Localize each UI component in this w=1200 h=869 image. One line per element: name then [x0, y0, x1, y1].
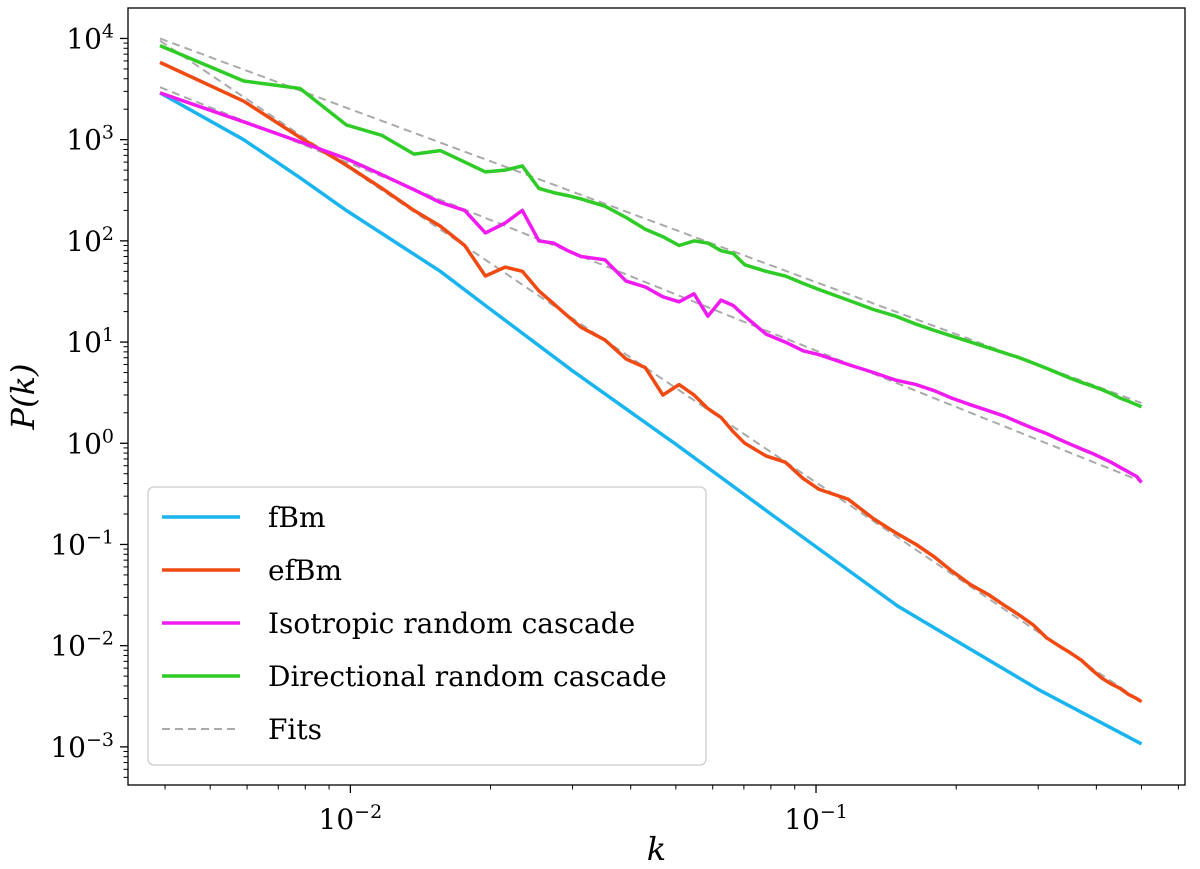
legend-label-5: Fits: [268, 713, 322, 746]
y-tick-label: 104: [66, 20, 114, 55]
y-tick-label: 100: [66, 425, 114, 460]
y-tick-label: 103: [66, 122, 114, 157]
x-axis-title: k: [647, 830, 666, 868]
series-line-isotropic-random-cascade: [159, 91, 1143, 484]
x-tick-label: 10−1: [784, 801, 848, 836]
legend: fBm efBm Isotropic random cascade Direction…: [147, 486, 707, 766]
legend-label-1: fBm: [268, 501, 326, 534]
series-line-fbm: [159, 91, 1143, 746]
plot-area: [159, 37, 1143, 746]
y-tick-label: 10−3: [50, 729, 114, 764]
series-line-efbm: [159, 60, 1143, 704]
y-tick-label: 10−1: [50, 526, 114, 561]
y-tick-label: 10−2: [50, 628, 114, 663]
y-tick-label: 102: [66, 223, 114, 258]
legend-label-3: Isotropic random cascade: [268, 607, 635, 640]
legend-label-4: Directional random cascade: [268, 660, 667, 693]
fit-line-1: [159, 37, 1142, 404]
y-tick-label: 101: [66, 324, 114, 359]
y-axis-title: P(k): [4, 364, 42, 431]
legend-label-2: efBm: [268, 554, 342, 587]
series-line-directional-random-cascade: [159, 43, 1143, 409]
legend-box: [147, 486, 707, 766]
x-tick-label: 10−2: [319, 801, 383, 836]
plot-frame: [127, 7, 1186, 786]
axes: 10−3 10−2 10−1 100 101 102 103 104 10−2 10−1 k P(k): [4, 7, 1186, 868]
